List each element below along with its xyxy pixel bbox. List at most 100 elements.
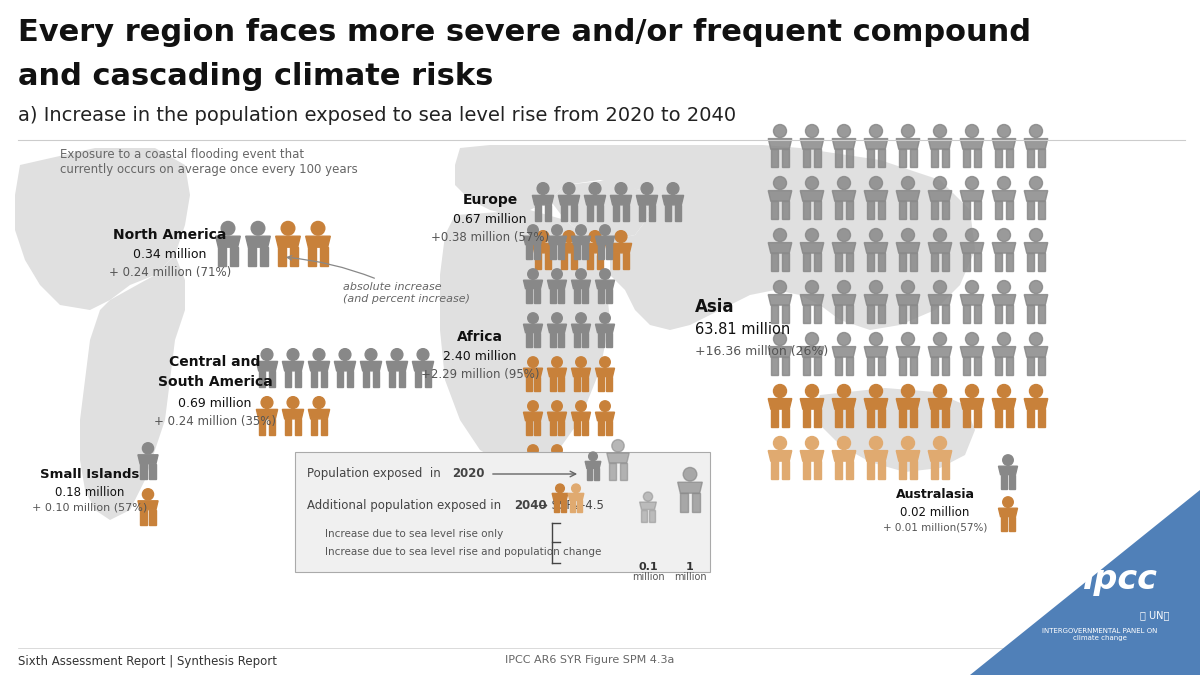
- Circle shape: [805, 124, 818, 138]
- Polygon shape: [294, 371, 301, 387]
- Polygon shape: [455, 143, 570, 215]
- Circle shape: [1030, 333, 1043, 346]
- Polygon shape: [781, 409, 790, 427]
- Polygon shape: [770, 461, 779, 479]
- Polygon shape: [1038, 253, 1045, 271]
- Polygon shape: [1025, 294, 1048, 305]
- Polygon shape: [257, 361, 277, 371]
- Polygon shape: [595, 324, 614, 333]
- Circle shape: [287, 349, 299, 360]
- Circle shape: [774, 385, 786, 398]
- Polygon shape: [929, 294, 952, 305]
- Circle shape: [901, 124, 914, 138]
- Polygon shape: [770, 357, 779, 375]
- Polygon shape: [768, 138, 792, 149]
- Polygon shape: [960, 399, 984, 409]
- Circle shape: [340, 349, 350, 360]
- Polygon shape: [311, 371, 318, 387]
- Polygon shape: [523, 368, 542, 377]
- Circle shape: [143, 443, 154, 454]
- Polygon shape: [768, 346, 792, 357]
- Polygon shape: [598, 377, 604, 391]
- Polygon shape: [864, 346, 888, 357]
- Polygon shape: [803, 461, 810, 479]
- Circle shape: [251, 221, 265, 235]
- Polygon shape: [846, 357, 853, 375]
- Circle shape: [805, 229, 818, 242]
- Polygon shape: [587, 253, 594, 269]
- Polygon shape: [550, 509, 556, 523]
- Polygon shape: [678, 482, 702, 493]
- Polygon shape: [770, 149, 779, 167]
- Polygon shape: [138, 501, 158, 510]
- Text: +0.38 million (57%): +0.38 million (57%): [431, 231, 550, 244]
- Polygon shape: [613, 253, 619, 269]
- Polygon shape: [570, 205, 577, 221]
- Polygon shape: [535, 205, 541, 221]
- Polygon shape: [931, 461, 938, 479]
- Text: + 0.01 million(57%): + 0.01 million(57%): [883, 523, 988, 533]
- Circle shape: [838, 177, 851, 190]
- Polygon shape: [929, 346, 952, 357]
- Polygon shape: [899, 409, 906, 427]
- Polygon shape: [613, 205, 619, 221]
- Polygon shape: [526, 464, 532, 479]
- Polygon shape: [560, 253, 568, 269]
- Polygon shape: [259, 419, 265, 435]
- Polygon shape: [337, 371, 343, 387]
- Polygon shape: [864, 138, 888, 149]
- Circle shape: [528, 313, 539, 323]
- Polygon shape: [311, 419, 318, 435]
- Polygon shape: [246, 236, 270, 247]
- Circle shape: [576, 225, 587, 236]
- Polygon shape: [800, 138, 823, 149]
- Circle shape: [774, 333, 786, 346]
- Text: Small Islands: Small Islands: [41, 468, 139, 481]
- Polygon shape: [910, 253, 917, 271]
- Polygon shape: [571, 324, 590, 333]
- Polygon shape: [800, 346, 823, 357]
- Polygon shape: [910, 201, 917, 219]
- Bar: [295, 452, 710, 572]
- Polygon shape: [846, 201, 853, 219]
- Polygon shape: [896, 138, 919, 149]
- Circle shape: [528, 445, 539, 456]
- Polygon shape: [768, 399, 792, 409]
- Circle shape: [563, 231, 575, 242]
- Polygon shape: [269, 419, 275, 435]
- Polygon shape: [846, 305, 853, 323]
- Circle shape: [997, 333, 1010, 346]
- Polygon shape: [1038, 149, 1045, 167]
- Polygon shape: [896, 346, 919, 357]
- Polygon shape: [992, 294, 1015, 305]
- Polygon shape: [833, 190, 856, 201]
- Polygon shape: [899, 253, 906, 271]
- Text: + 0.10 million (57%): + 0.10 million (57%): [32, 503, 148, 513]
- Polygon shape: [960, 346, 984, 357]
- Text: Africa: Africa: [457, 330, 503, 344]
- Text: South America: South America: [157, 375, 272, 389]
- Text: absolute increase
(and percent increase): absolute increase (and percent increase): [287, 256, 470, 304]
- Polygon shape: [866, 409, 875, 427]
- Circle shape: [552, 357, 563, 367]
- Circle shape: [563, 183, 575, 194]
- Polygon shape: [568, 493, 584, 500]
- Circle shape: [313, 349, 325, 360]
- Text: Increase due to sea level rise only: Increase due to sea level rise only: [325, 529, 503, 539]
- Polygon shape: [606, 377, 612, 391]
- Polygon shape: [534, 509, 540, 523]
- Circle shape: [838, 437, 851, 450]
- Polygon shape: [533, 195, 553, 205]
- Circle shape: [600, 269, 611, 279]
- Polygon shape: [942, 461, 949, 479]
- Polygon shape: [942, 149, 949, 167]
- Polygon shape: [150, 464, 156, 479]
- Polygon shape: [781, 253, 790, 271]
- Polygon shape: [910, 305, 917, 323]
- Polygon shape: [910, 409, 917, 427]
- Text: 1: 1: [686, 562, 694, 572]
- Polygon shape: [533, 244, 553, 253]
- Circle shape: [287, 397, 299, 408]
- Polygon shape: [534, 464, 540, 479]
- Polygon shape: [1001, 475, 1007, 489]
